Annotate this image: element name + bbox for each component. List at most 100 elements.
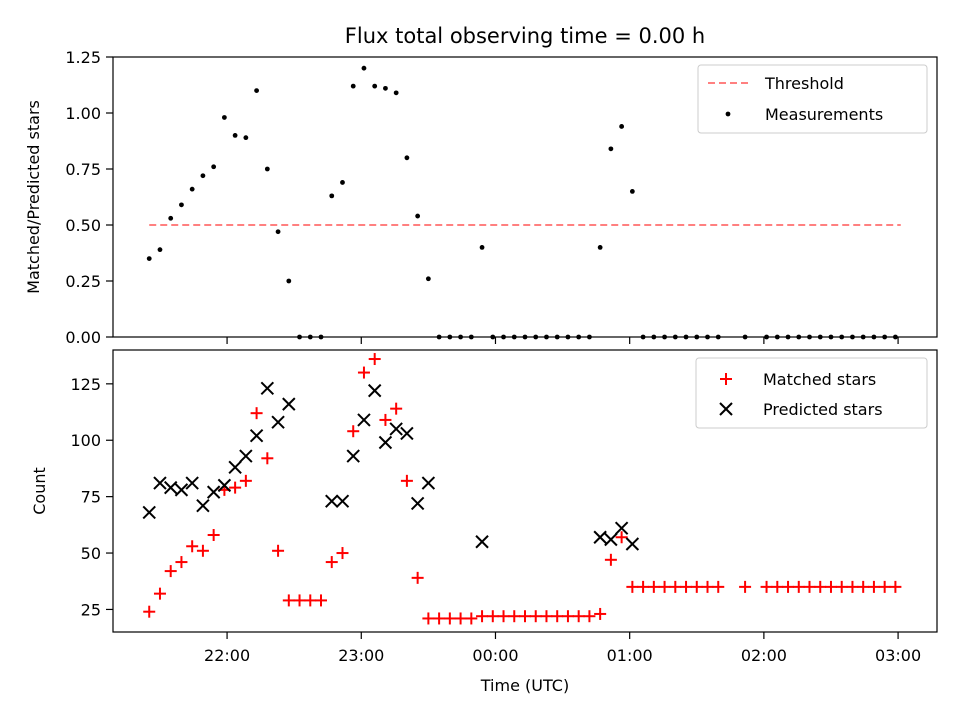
- matched-star-point: [551, 610, 564, 623]
- measurement-points: [146, 65, 898, 340]
- matched-star-point: [336, 547, 349, 560]
- measurement-point: [232, 133, 238, 138]
- predicted-star-point: [249, 429, 264, 443]
- matched-star-point: [293, 594, 306, 607]
- measurement-point: [425, 276, 431, 282]
- matched-star-point: [368, 353, 381, 366]
- bottom-x-tick-label: 02:00: [741, 646, 787, 665]
- predicted-star-point: [282, 397, 296, 411]
- measurement-point: [372, 83, 378, 89]
- matched-star-point: [164, 565, 177, 578]
- matched-star-point: [186, 540, 199, 553]
- measurement-point: [200, 173, 206, 179]
- bottom-y-tick-label: 100: [70, 431, 101, 450]
- measurement-point: [597, 245, 603, 250]
- predicted-star-point: [174, 483, 189, 497]
- top-x-ticks: [226, 337, 899, 344]
- legend-measurements-label: Measurements: [765, 105, 883, 124]
- matched-star-point: [760, 580, 773, 593]
- matched-star-point: [529, 610, 542, 623]
- matched-star-point: [143, 605, 156, 618]
- top-y-tick-label: 1.25: [65, 48, 101, 67]
- matched-star-point: [658, 580, 671, 593]
- predicted-star-point: [217, 478, 232, 493]
- matched-star-point: [814, 580, 827, 593]
- predicted-star-point: [346, 449, 360, 463]
- matched-star-point: [422, 612, 435, 625]
- predicted-star-point: [410, 496, 425, 511]
- matched-star-point: [357, 366, 370, 379]
- legend-predicted-swatch: [719, 402, 733, 416]
- matched-star-point: [304, 594, 317, 607]
- matched-star-point: [889, 580, 902, 593]
- matched-star-point: [701, 580, 714, 593]
- matched-star-point: [669, 580, 682, 593]
- matched-star-point: [282, 594, 295, 607]
- measurement-point: [275, 229, 281, 235]
- measurement-point: [479, 245, 485, 250]
- bottom-y-tick-label: 75: [81, 488, 101, 507]
- matched-star-point: [454, 612, 467, 625]
- measurement-point: [361, 65, 367, 71]
- bottom-x-tick-label: 01:00: [607, 646, 653, 665]
- matched-stars-points: [143, 353, 902, 625]
- matched-star-point: [803, 580, 816, 593]
- matched-star-point: [867, 580, 880, 593]
- top-y-tick-label: 0.50: [65, 216, 101, 235]
- bottom-x-tick-label: 00:00: [472, 646, 518, 665]
- matched-star-point: [792, 580, 805, 593]
- predicted-star-point: [614, 521, 629, 535]
- measurement-point: [393, 90, 399, 96]
- measurement-point: [286, 278, 292, 284]
- matched-star-point: [196, 544, 209, 557]
- predicted-star-point: [475, 535, 489, 549]
- measurement-point: [340, 180, 345, 185]
- matched-star-point: [561, 610, 574, 623]
- measurement-point: [264, 166, 270, 172]
- bottom-x-ticks: 22:00 23:00 00:00 01:00 02:00 03:00: [204, 632, 921, 665]
- matched-star-point: [207, 528, 220, 541]
- matched-star-point: [878, 580, 891, 593]
- matched-star-point: [476, 610, 489, 623]
- legend-threshold-label: Threshold: [764, 74, 844, 93]
- predicted-star-point: [206, 485, 221, 499]
- matched-star-point: [229, 481, 242, 494]
- predicted-stars-points: [142, 381, 640, 551]
- top-y-axis-label: Matched/Predicted stars: [24, 100, 43, 294]
- matched-star-point: [712, 580, 725, 593]
- matched-star-point: [615, 531, 628, 544]
- bottom-y-ticks: 25 50 75 100 125: [70, 375, 113, 619]
- top-plot-frame: [112, 56, 938, 338]
- matched-star-point: [540, 610, 553, 623]
- matched-star-point: [347, 425, 360, 438]
- matched-star-point: [261, 452, 274, 465]
- bottom-y-axis-label: Count: [30, 467, 49, 515]
- matched-star-point: [846, 580, 859, 593]
- matched-star-point: [583, 610, 596, 623]
- measurement-point: [211, 164, 217, 170]
- top-y-ticks: 0.00 0.25 0.50 0.75 1.00 1.25: [65, 48, 113, 347]
- measurement-point: [254, 88, 259, 93]
- matched-star-point: [272, 544, 285, 557]
- legend-measurements-swatch: [725, 111, 731, 117]
- matched-star-point: [250, 407, 263, 420]
- matched-star-point: [433, 612, 446, 625]
- predicted-star-point: [357, 413, 371, 427]
- matched-star-point: [486, 610, 499, 623]
- top-y-tick-label: 1.00: [65, 104, 101, 123]
- matched-star-point: [626, 580, 639, 593]
- legend-matched-swatch: [720, 373, 732, 385]
- predicted-star-point: [367, 383, 382, 398]
- measurement-point: [619, 124, 625, 129]
- bottom-plot-frame: [112, 349, 938, 633]
- predicted-star-point: [228, 460, 242, 475]
- bottom-x-tick-label: 03:00: [875, 646, 921, 665]
- measurement-point: [350, 83, 356, 89]
- measurement-point: [629, 189, 635, 194]
- matched-star-point: [771, 580, 784, 593]
- legend-matched-label: Matched stars: [763, 370, 876, 389]
- predicted-star-point: [378, 435, 393, 450]
- bottom-y-tick-label: 25: [81, 600, 101, 619]
- matched-star-point: [400, 474, 413, 487]
- matched-star-point: [411, 571, 424, 584]
